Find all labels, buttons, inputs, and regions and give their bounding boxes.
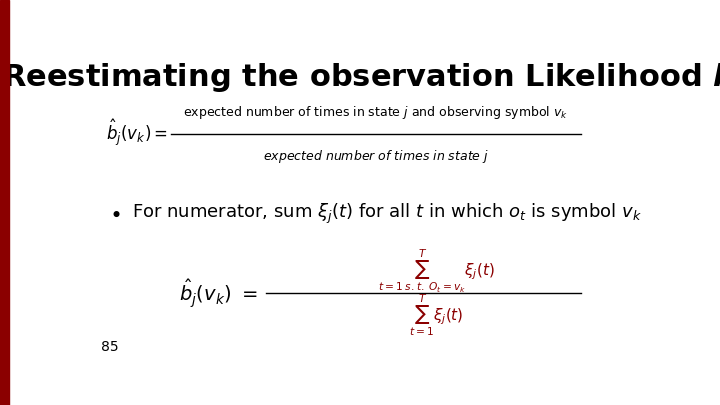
Text: expected number of times in state $j$: expected number of times in state $j$ <box>263 148 489 165</box>
Text: 85: 85 <box>101 340 119 354</box>
Text: expected number of times in state $j$ and observing symbol $v_k$: expected number of times in state $j$ an… <box>183 104 568 121</box>
Text: $\sum_{t=1 \; s.t.\; O_t=v_k}^{T} \xi_j(t)$: $\sum_{t=1 \; s.t.\; O_t=v_k}^{T} \xi_j(… <box>377 248 495 295</box>
Text: $\bullet$: $\bullet$ <box>109 204 121 224</box>
Text: $\hat{b}_j(v_k) = $: $\hat{b}_j(v_k) = $ <box>107 117 168 148</box>
Text: For numerator, sum $\xi_j(t)$ for all $t$ in which $o_t$ is symbol $v_k$: For numerator, sum $\xi_j(t)$ for all $t… <box>132 202 642 226</box>
Text: $\hat{b}_j(v_k) \ = $: $\hat{b}_j(v_k) \ = $ <box>179 277 258 309</box>
Text: Reestimating the observation Likelihood $\boldsymbol{b}$: Reestimating the observation Likelihood … <box>2 61 720 94</box>
Text: $\sum_{t=1}^{T} \xi_j(t)$: $\sum_{t=1}^{T} \xi_j(t)$ <box>409 292 463 338</box>
